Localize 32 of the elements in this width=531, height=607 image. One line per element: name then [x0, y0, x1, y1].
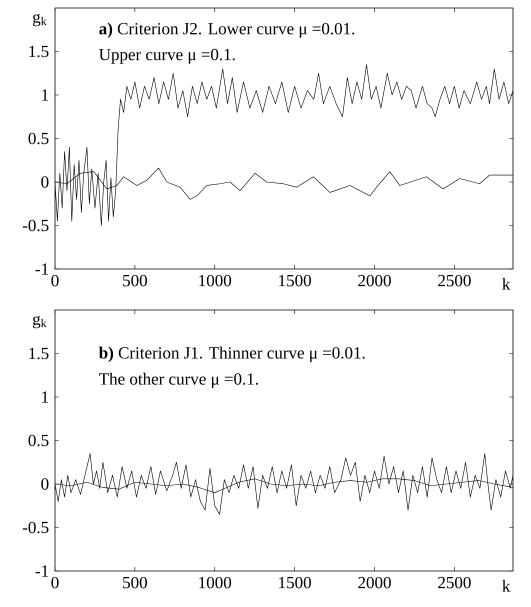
- x-tick-label: 500: [123, 274, 147, 286]
- y-tick-label: 0.5: [28, 132, 48, 144]
- y-tick-label: 0.5: [28, 434, 48, 446]
- x-tick-label: 500: [123, 576, 147, 588]
- y-tick-label: 1.5: [29, 46, 48, 58]
- x-tick-label: 1500: [279, 576, 311, 588]
- annotation: Upper curve μ =0.1.: [99, 48, 235, 64]
- y-tick-label: 1.5: [29, 348, 48, 360]
- annotation: b) Criterion J1. Thinner curve μ =0.01.: [98, 346, 365, 362]
- x-tick-label: 2000: [358, 274, 391, 286]
- y-axis-title: g$_{k}$: [32, 316, 47, 328]
- y-tick-label: 0: [41, 176, 48, 188]
- x-tick-label: 2500: [438, 274, 471, 286]
- annotation: The other curve μ =0.1.: [99, 372, 258, 388]
- x-axis-title: k: [502, 580, 510, 592]
- x-tick-label: 2500: [438, 576, 471, 588]
- y-tick-label: 1: [42, 89, 48, 101]
- x-tick-label: 1000: [199, 576, 232, 588]
- x-tick-label: 0: [51, 576, 59, 588]
- x-tick-label: 1000: [199, 274, 232, 286]
- x-tick-label: 0: [51, 274, 59, 286]
- annotation: a) Criterion J2. Lower curve μ =0.01.: [99, 22, 354, 38]
- y-tick-label: 0: [41, 478, 48, 490]
- y-tick-label: -0.5: [22, 220, 48, 232]
- y-axis-title: g$_{k}$: [32, 14, 47, 26]
- y-tick-label: -0.5: [22, 522, 48, 534]
- x-tick-label: 1500: [279, 274, 311, 286]
- y-tick-label: -1: [36, 263, 48, 275]
- y-tick-label: -1: [36, 565, 48, 577]
- x-axis-title: k: [502, 278, 510, 290]
- y-tick-label: 1: [42, 391, 48, 403]
- x-tick-label: 2000: [358, 576, 391, 588]
